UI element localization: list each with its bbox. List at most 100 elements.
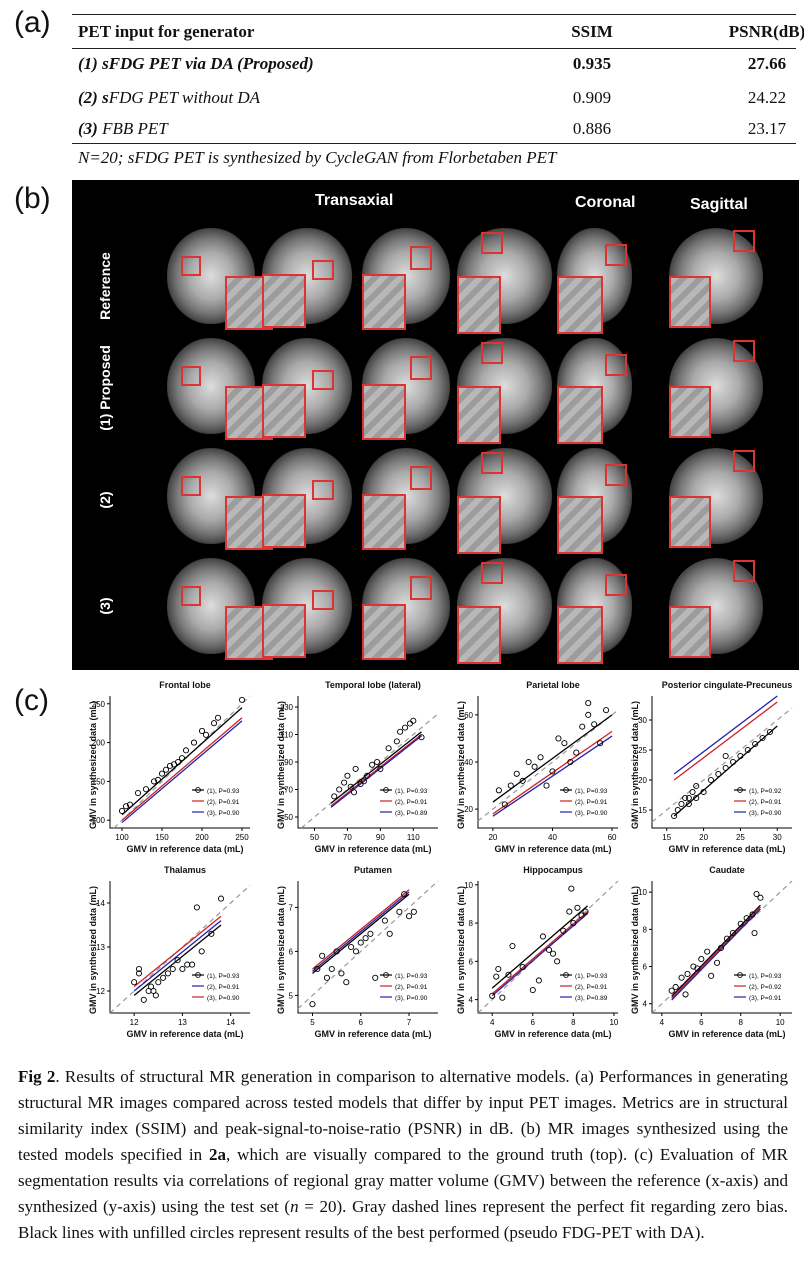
data-point xyxy=(499,994,506,1001)
data-point xyxy=(585,700,592,707)
data-point xyxy=(708,972,715,979)
data-point xyxy=(554,958,561,965)
data-point xyxy=(381,917,388,924)
roi-box xyxy=(312,370,334,390)
scatter-plot: Parietal lobe GMV in reference data (mL) G… xyxy=(438,680,626,855)
plot-title: Posterior cingulate-Precuneus xyxy=(661,680,793,690)
y-tick-label: 5 xyxy=(289,991,294,1000)
col-header-transaxial: Transaxial xyxy=(315,192,394,209)
data-point xyxy=(729,930,736,937)
data-point xyxy=(166,762,174,769)
x-tick-label: 4 xyxy=(660,1018,665,1027)
data-point xyxy=(545,946,553,953)
legend-label: (2), P=0.91 xyxy=(749,799,782,806)
roi-box xyxy=(733,340,755,362)
table-header-psnr: PSNR(dB) xyxy=(728,22,804,41)
y-tick-label: 60 xyxy=(464,711,473,720)
data-point xyxy=(509,942,516,950)
x-tick-label: 10 xyxy=(776,1018,785,1027)
data-point xyxy=(549,768,556,775)
zoom-inset xyxy=(557,606,603,664)
x-tick-label: 8 xyxy=(571,1018,576,1027)
data-point xyxy=(672,983,679,991)
plot-title: Parietal lobe xyxy=(526,680,580,690)
roi-box xyxy=(733,230,755,252)
zoom-inset xyxy=(362,274,406,330)
roi-box xyxy=(181,366,201,386)
data-point xyxy=(507,782,514,789)
legend-marker xyxy=(195,972,201,978)
zoom-inset xyxy=(669,276,711,328)
scatter-plot: Caudate GMV in reference data (mL) GMV in … xyxy=(612,865,800,1040)
legend-label: (2), P=0.91 xyxy=(575,984,608,991)
table-row-2-ssim: 0.909 xyxy=(572,88,612,107)
plot-canvas: 4 6 8 10 4 6 8 10 (1), P=0.93 (2), P=0.91 (3), P=0… xyxy=(464,880,619,1027)
data-point xyxy=(759,734,766,742)
legend-label: (1), P=0.93 xyxy=(575,788,608,795)
data-point xyxy=(582,908,589,915)
data-point xyxy=(182,747,190,754)
legend-label: (1), P=0.93 xyxy=(395,788,428,795)
x-tick-label: 4 xyxy=(490,1018,495,1027)
data-point xyxy=(489,992,496,999)
data-point xyxy=(535,977,542,984)
data-point xyxy=(418,734,425,741)
legend-marker xyxy=(383,787,389,793)
zoom-inset xyxy=(262,604,306,658)
data-point xyxy=(505,971,512,978)
data-point xyxy=(396,908,403,915)
panel-label-c: (c) xyxy=(14,684,49,717)
plot-axes xyxy=(651,696,792,829)
data-point xyxy=(717,944,725,951)
y-tick-label: 6 xyxy=(469,957,474,966)
y-tick-label: 6 xyxy=(643,963,648,972)
panel-label-a: (a) xyxy=(14,6,51,39)
data-point xyxy=(385,745,392,752)
zoom-inset xyxy=(457,276,501,334)
data-point xyxy=(574,904,581,911)
data-point xyxy=(164,970,171,977)
data-point xyxy=(217,895,225,902)
plot-canvas: 4 6 8 10 4 6 8 10 (1), P=0.93 (2), P=0.92 (3), P=0… xyxy=(638,880,793,1027)
identity-line xyxy=(477,709,619,822)
data-point xyxy=(362,935,369,942)
x-tick-label: 12 xyxy=(130,1018,139,1027)
x-tick-label: 10 xyxy=(609,1018,618,1027)
data-point xyxy=(360,778,367,785)
data-point xyxy=(715,770,722,778)
regression-line xyxy=(121,707,243,816)
regression-line xyxy=(671,908,761,1001)
zoom-inset xyxy=(669,606,711,658)
data-point xyxy=(328,965,335,973)
data-point xyxy=(155,979,162,986)
legend-label: (2), P=0.91 xyxy=(395,799,428,806)
zoom-inset xyxy=(362,604,406,660)
legend-marker xyxy=(195,787,201,793)
data-point xyxy=(668,987,675,994)
data-point xyxy=(174,957,181,964)
roi-box xyxy=(481,342,503,364)
plot-canvas: 20 40 60 20 40 60 (1), P=0.93 (2), P=0.91 (3), P… xyxy=(464,696,619,842)
legend-label: (1), P=0.93 xyxy=(207,788,240,795)
data-point xyxy=(749,911,756,918)
data-point xyxy=(323,974,331,981)
data-point xyxy=(730,758,737,766)
plot-axes xyxy=(109,696,250,829)
zoom-inset xyxy=(457,496,501,554)
plot-canvas: 100 150 200 250 100 150 200 250 (1), P=0.93 (2), … xyxy=(92,695,251,842)
x-tick-label: 150 xyxy=(155,833,169,842)
data-point xyxy=(529,986,536,994)
data-point xyxy=(723,935,730,942)
data-point xyxy=(158,770,166,777)
x-tick-label: 6 xyxy=(531,1018,536,1027)
y-tick-label: 8 xyxy=(469,919,474,928)
data-point xyxy=(684,970,691,978)
x-tick-label: 15 xyxy=(662,833,671,842)
regression-line xyxy=(312,893,410,974)
data-point xyxy=(410,908,417,915)
regression-line xyxy=(671,904,761,997)
data-point xyxy=(671,812,678,820)
data-point xyxy=(154,776,162,783)
data-point xyxy=(406,720,414,727)
data-point xyxy=(150,778,158,785)
